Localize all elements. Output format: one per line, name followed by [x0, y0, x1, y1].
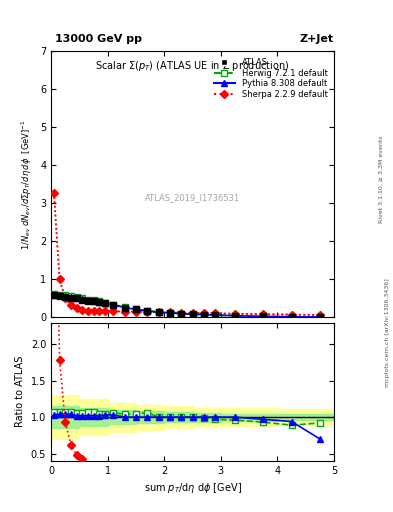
- Text: Z+Jet: Z+Jet: [300, 33, 334, 44]
- Text: Rivet 3.1.10, ≥ 3.3M events: Rivet 3.1.10, ≥ 3.3M events: [379, 135, 384, 223]
- Y-axis label: Ratio to ATLAS: Ratio to ATLAS: [15, 356, 25, 428]
- X-axis label: sum $p_T$/d$\eta$ d$\phi$ [GeV]: sum $p_T$/d$\eta$ d$\phi$ [GeV]: [143, 481, 242, 495]
- Text: ATLAS_2019_I1736531: ATLAS_2019_I1736531: [145, 193, 240, 202]
- Y-axis label: $1/N_{ev}$ $dN_{ev}/d\Sigma p_T/d\eta\,d\phi$  [GeV]$^{-1}$: $1/N_{ev}$ $dN_{ev}/d\Sigma p_T/d\eta\,d…: [20, 119, 35, 250]
- Text: 13000 GeV pp: 13000 GeV pp: [55, 33, 142, 44]
- Text: mcplots.cern.ch [arXiv:1306.3436]: mcplots.cern.ch [arXiv:1306.3436]: [385, 279, 389, 387]
- Text: Scalar $\Sigma(p_T)$ (ATLAS UE in Z production): Scalar $\Sigma(p_T)$ (ATLAS UE in Z prod…: [95, 59, 290, 73]
- Legend: ATLAS, Herwig 7.2.1 default, Pythia 8.308 default, Sherpa 2.2.9 default: ATLAS, Herwig 7.2.1 default, Pythia 8.30…: [211, 55, 330, 101]
